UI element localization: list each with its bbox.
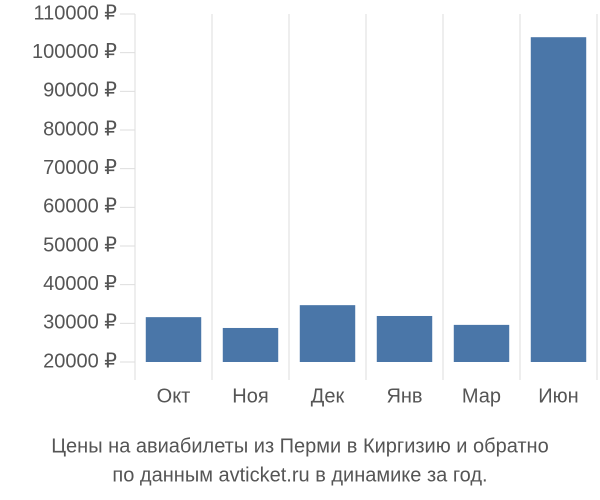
chart-title: Цены на авиабилеты из Перми в Киргизию и… — [51, 435, 548, 457]
bar — [299, 305, 356, 362]
x-tick-label: Июн — [538, 385, 578, 407]
bar — [453, 324, 510, 362]
bar — [376, 315, 433, 362]
x-tick-label: Мар — [462, 385, 501, 407]
x-tick-label: Янв — [386, 385, 422, 407]
bar — [145, 317, 202, 362]
x-tick-label: Ноя — [232, 385, 268, 407]
bar — [222, 327, 279, 362]
y-tick-label: 80000 ₽ — [43, 118, 117, 140]
y-tick-label: 60000 ₽ — [43, 196, 117, 218]
y-tick-label: 30000 ₽ — [43, 312, 117, 334]
y-tick-label: 90000 ₽ — [43, 80, 117, 102]
y-tick-label: 50000 ₽ — [43, 234, 117, 256]
y-tick-label: 100000 ₽ — [32, 41, 117, 63]
y-tick-label: 110000 ₽ — [33, 2, 117, 24]
bar — [530, 37, 587, 362]
x-tick-label: Дек — [311, 385, 345, 407]
y-tick-label: 40000 ₽ — [43, 273, 117, 295]
x-tick-label: Окт — [157, 385, 191, 407]
y-tick-label: 70000 ₽ — [43, 157, 117, 179]
chart-subtitle: по данным avticket.ru в динамике за год. — [112, 464, 487, 486]
y-tick-label: 20000 ₽ — [43, 350, 117, 372]
